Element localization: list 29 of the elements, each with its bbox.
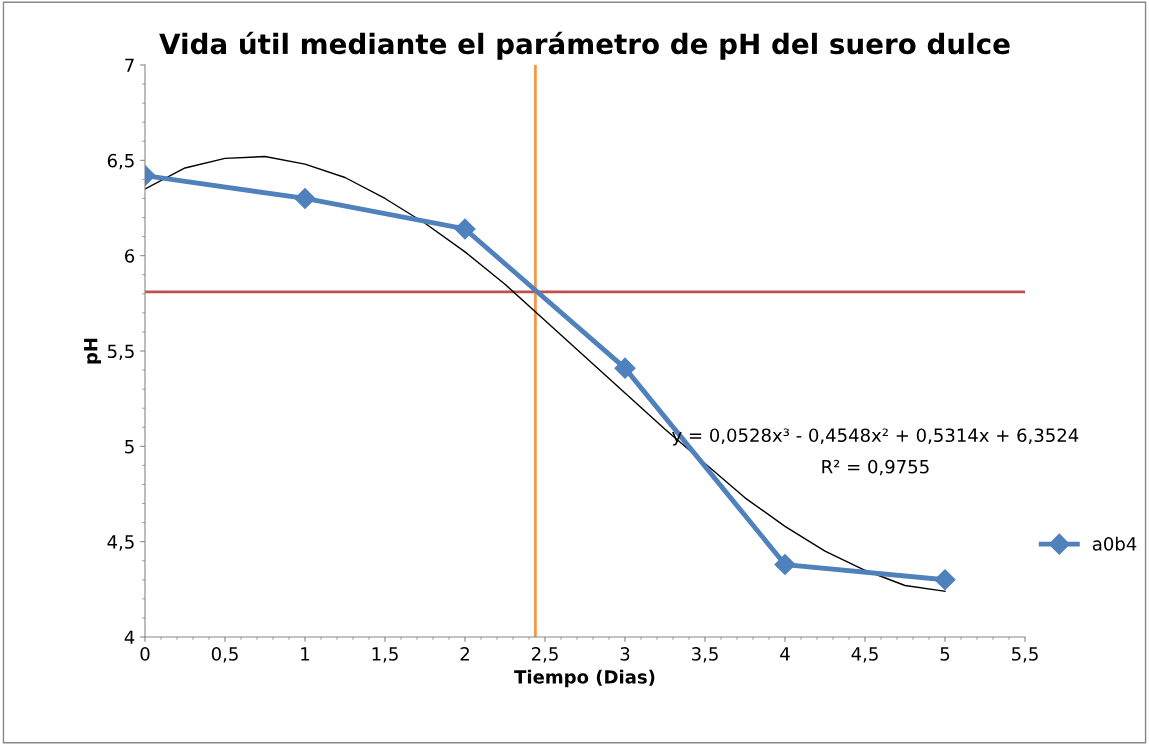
chart-title: Vida útil mediante el parámetro de pH del suero dulce [159,31,1010,60]
x-tick-label: 5,5 [1012,647,1038,663]
point [614,357,636,379]
x-tick-label: 0 [140,647,150,661]
x-tick-label: 0,5 [211,647,238,663]
y-tick-label: 6,5 [107,153,134,170]
x-tick-label: 3 [620,647,630,661]
x-axis-title: Tiempo (Dias) [514,669,655,688]
point [454,218,476,240]
point [934,569,956,591]
x-tick-label: 2 [460,647,469,661]
y-tick-label: 4,5 [107,535,134,551]
y-tick-label: 7 [125,58,134,72]
y-tick-label: 4 [124,630,135,644]
x-tick-label: 2,5 [531,647,558,663]
point [294,187,316,209]
annotation: R² = 0,9755 [822,459,929,476]
x-tick-label: 1 [301,647,310,661]
y-tick-label: 5 [125,440,134,454]
legend-label: a0b4 [1092,536,1137,551]
y-tick-label: 6 [125,249,135,263]
y-tick-label: 5,5 [107,344,134,360]
y-axis-title: pH [84,338,102,364]
x-tick-label: 4 [780,647,790,661]
x-tick-label: 3,5 [692,647,718,663]
point [774,554,796,576]
x-tick-label: 5 [940,647,950,661]
x-tick-label: 1,5 [372,647,398,663]
x-tick-label: 4,5 [851,647,878,663]
